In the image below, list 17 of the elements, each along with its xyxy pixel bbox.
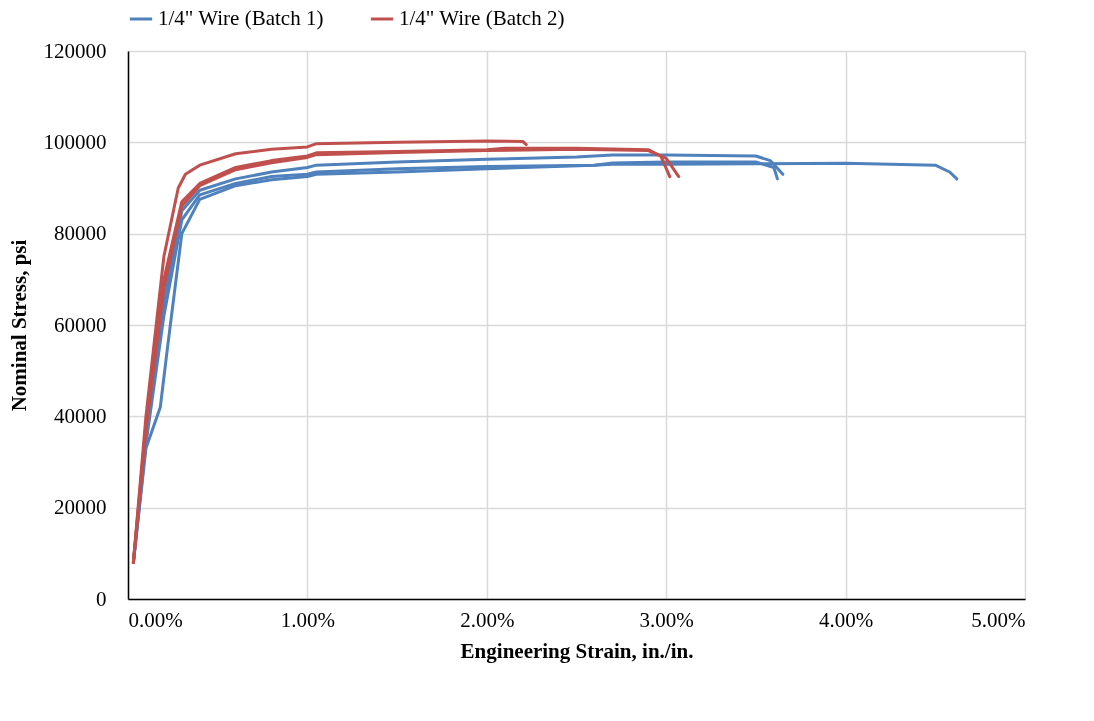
y-tick-label: 60000 <box>54 312 107 337</box>
x-tick-label: 3.00% <box>639 607 694 632</box>
y-tick-label: 120000 <box>43 38 107 63</box>
x-tick-label: 1.00% <box>280 607 336 632</box>
legend-label: 1/4" Wire (Batch 1) <box>158 6 324 30</box>
y-tick-label: 100000 <box>43 129 107 154</box>
y-axis-title: Nominal Stress, psi <box>6 239 31 412</box>
y-tick-label: 0 <box>96 586 107 611</box>
y-tick-label: 20000 <box>54 495 107 520</box>
x-tick-label: 5.00% <box>971 607 1026 632</box>
x-tick-label: 2.00% <box>460 607 515 632</box>
x-tick-label: 0.00% <box>128 607 183 632</box>
legend-label: 1/4" Wire (Batch 2) <box>399 6 565 30</box>
y-tick-label: 40000 <box>54 403 107 428</box>
y-tick-label: 80000 <box>54 221 107 246</box>
x-tick-label: 4.00% <box>818 607 874 632</box>
x-axis-title: Engineering Strain, in./in. <box>460 638 694 663</box>
